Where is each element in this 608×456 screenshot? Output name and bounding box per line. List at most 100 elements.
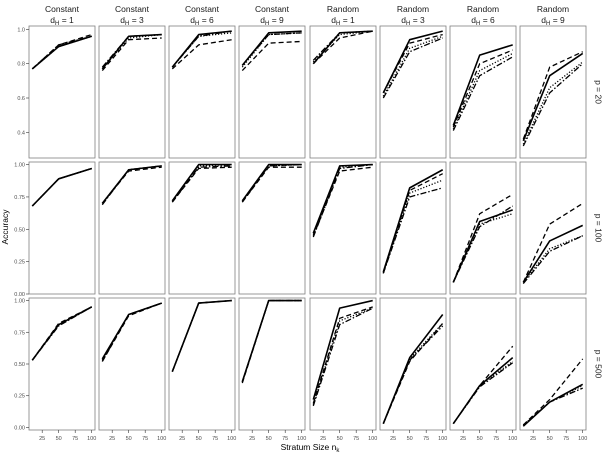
column-header-d: dH = 1 <box>331 15 355 27</box>
panel <box>379 25 447 159</box>
series-line <box>382 37 443 99</box>
panel <box>168 25 236 159</box>
panel-border <box>98 25 166 159</box>
series-line <box>382 322 444 424</box>
x-tick-label: 25 <box>320 436 326 442</box>
panel-border <box>519 297 587 431</box>
series-line <box>312 163 373 235</box>
column-header-design: Random <box>467 4 499 14</box>
series-line <box>452 44 513 126</box>
series-line <box>241 163 302 203</box>
x-tick-label: 25 <box>249 436 255 442</box>
series-line <box>31 306 93 361</box>
x-tick-label: 100 <box>578 436 587 442</box>
d-label-prefix: d <box>331 15 336 25</box>
x-tick-label: 100 <box>227 436 236 442</box>
series-line <box>382 33 443 94</box>
series-line <box>171 165 232 203</box>
column-header-d: dH = 6 <box>471 15 495 27</box>
series-line <box>101 33 162 68</box>
panel <box>168 161 236 295</box>
panel-border <box>28 297 96 431</box>
panel <box>449 25 517 159</box>
series-line <box>312 163 373 234</box>
d-label-prefix: d <box>541 15 546 25</box>
x-axis-title: Stratum Size nk <box>281 442 341 454</box>
d-label-subscript: H <box>55 21 59 27</box>
x-tick-label: 50 <box>547 436 553 442</box>
x-tick-label: 75 <box>353 436 359 442</box>
panel-border <box>238 25 306 159</box>
series-line <box>452 193 514 283</box>
series-line <box>382 173 443 274</box>
d-label-subscript: H <box>546 21 550 27</box>
y-tick-label: 0.75 <box>14 330 25 336</box>
x-tick-label: 50 <box>266 436 272 442</box>
y-tick-label: 0.00 <box>14 425 25 431</box>
column-header-design: Constant <box>255 4 290 14</box>
series-line <box>522 52 584 142</box>
series-line <box>522 51 583 140</box>
x-tick-label: 75 <box>212 436 218 442</box>
panel <box>168 297 236 431</box>
panel-border <box>98 161 166 295</box>
y-tick-label: 0.00 <box>14 292 25 298</box>
d-label-value: = 1 <box>340 15 355 25</box>
row-strip-labels: p = 20 p = 100 p = 500 <box>593 80 603 379</box>
x-tick-label: 50 <box>407 436 413 442</box>
panel <box>519 25 587 159</box>
series-line <box>171 39 232 70</box>
x-tick-label: 100 <box>438 436 447 442</box>
panel <box>28 161 96 295</box>
series-line <box>101 166 162 204</box>
panel <box>98 25 166 159</box>
x-tick-label: 25 <box>460 436 466 442</box>
d-label-prefix: d <box>190 15 195 25</box>
y-tick-label: 0.50 <box>14 227 25 233</box>
x-tick-label: 75 <box>282 436 288 442</box>
d-label-subscript: H <box>125 21 129 27</box>
y-tick-label: 0.25 <box>14 260 25 266</box>
x-tick-label: 75 <box>72 436 78 442</box>
column-header-d: dH = 6 <box>190 15 214 27</box>
x-tick-label: 50 <box>196 436 202 442</box>
y-axes: 0.40.60.81.00.000.250.500.751.000.000.25… <box>14 27 29 431</box>
series-line <box>452 49 513 128</box>
panel <box>238 161 306 295</box>
column-header-d: dH = 3 <box>120 15 144 27</box>
x-tick-label: 25 <box>390 436 396 442</box>
d-label-subscript: H <box>195 21 199 27</box>
y-tick-label: 0.6 <box>17 96 25 102</box>
y-tick-label: 0.8 <box>17 62 25 68</box>
series-line <box>522 63 584 147</box>
d-label-value: = 3 <box>129 15 144 25</box>
d-label-subscript: H <box>336 21 340 27</box>
series-line <box>312 166 373 237</box>
panel <box>519 161 587 295</box>
series-line <box>312 163 373 238</box>
series-line <box>382 35 443 97</box>
d-label-prefix: d <box>50 15 55 25</box>
d-label-subscript: H <box>406 21 410 27</box>
panel <box>379 161 447 295</box>
y-tick-label: 0.25 <box>14 394 25 400</box>
series-line <box>171 166 232 203</box>
series-line <box>382 322 444 424</box>
series-line <box>522 61 584 145</box>
series-line <box>101 37 162 71</box>
series-line <box>522 387 583 427</box>
series-line <box>452 205 514 283</box>
series-line <box>312 30 373 63</box>
series-line <box>312 306 373 404</box>
x-tick-label: 100 <box>87 436 96 442</box>
d-label-subscript: H <box>476 21 480 27</box>
column-header-d: dH = 3 <box>401 15 425 27</box>
panel-border <box>168 25 236 159</box>
series-line <box>522 224 584 283</box>
panel <box>238 297 306 431</box>
x-axes: 25 50 75 100 25 50 75 100 25 50 75 100 25 50 75 100 25 50… <box>39 430 587 442</box>
panel <box>449 161 517 295</box>
x-tick-label: 75 <box>493 436 499 442</box>
d-label-value: = 6 <box>199 15 214 25</box>
